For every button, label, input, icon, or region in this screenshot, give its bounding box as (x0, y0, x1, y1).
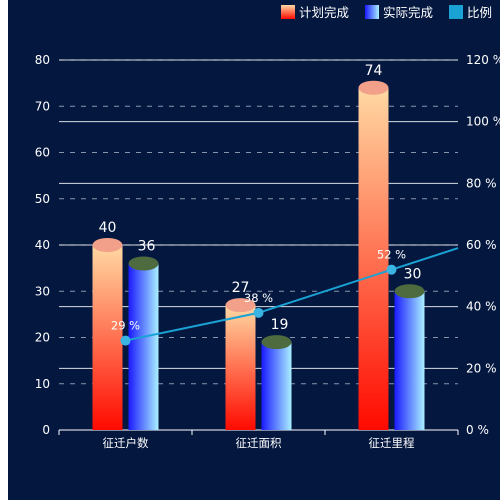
left-axis-tick-label: 20 (35, 331, 50, 345)
category-label: 征迁面积 (236, 436, 282, 450)
plan-value-label: 74 (365, 63, 383, 79)
right-axis-tick-label: 80 % (466, 176, 497, 190)
ratio-point (253, 307, 264, 318)
left-axis-tick-label: 40 (35, 238, 50, 252)
legend-label: 比例 (467, 5, 492, 20)
ratio-value-label: 29 % (111, 319, 140, 333)
ratio-line-layer (120, 247, 459, 346)
legend-label: 计划完成 (299, 5, 349, 20)
left-axis-tick-label: 60 (35, 146, 50, 160)
left-axis: 0 10 20 30 40 50 60 70 80 (35, 53, 50, 437)
legend-item-ratio[interactable]: 比例 (449, 5, 492, 20)
right-axis-tick-label: 100 % (466, 115, 500, 129)
legend-item-plan[interactable]: 计划完成 (281, 5, 349, 20)
legend-swatch (365, 5, 379, 19)
ratio-point (120, 335, 131, 346)
category-label: 征迁户数 (103, 436, 149, 450)
data-labels: 40 36 27 19 74 30 29 % 38 % 52 % (99, 63, 422, 333)
ratio-point (386, 264, 397, 275)
left-axis-tick-label: 0 (42, 423, 50, 437)
actual-bar (394, 291, 425, 430)
plan-bar (92, 245, 123, 430)
legend-swatch (281, 5, 295, 19)
ratio-value-label: 52 % (377, 248, 406, 262)
category-label: 征迁里程 (369, 436, 415, 450)
ratio-line (125, 247, 459, 342)
right-axis-tick-label: 0 % (466, 423, 489, 437)
plan-bar-cap (92, 238, 123, 252)
bars (92, 80, 425, 430)
left-axis-tick-label: 50 (35, 192, 50, 206)
right-axis-tick-label: 40 % (466, 300, 497, 314)
plan-bar-cap (225, 298, 256, 313)
legend[interactable]: 计划完成 实际完成 比例 (281, 5, 492, 20)
plan-bar (358, 87, 389, 430)
actual-bar (128, 263, 159, 430)
legend-swatch (449, 5, 463, 19)
actual-value-label: 30 (404, 266, 422, 282)
actual-value-label: 19 (271, 317, 289, 333)
legend-item-actual[interactable]: 实际完成 (365, 5, 433, 20)
left-axis-tick-label: 30 (35, 284, 50, 298)
plan-bar-cap (358, 80, 389, 95)
actual-value-label: 36 (138, 239, 156, 255)
grid-lines (59, 59, 458, 385)
right-axis: 0 % 20 % 40 % 60 % 80 % 100 % 120 % (466, 53, 500, 437)
left-axis-tick-label: 80 (35, 53, 50, 67)
left-axis-tick-label: 70 (35, 99, 50, 113)
legend-label: 实际完成 (383, 5, 433, 20)
plan-value-label: 27 (232, 280, 250, 296)
ratio-value-label: 38 % (244, 291, 273, 305)
plan-value-label: 40 (99, 220, 117, 236)
actual-bar-cap (261, 335, 292, 350)
right-axis-tick-label: 20 % (466, 361, 497, 375)
left-axis-tick-label: 10 (35, 377, 50, 391)
actual-bar-cap (128, 256, 159, 271)
right-axis-tick-label: 120 % (466, 53, 500, 67)
right-axis-tick-label: 60 % (466, 238, 497, 252)
actual-bar-cap (394, 284, 425, 299)
plan-bar (225, 305, 256, 430)
x-axis: 征迁户数 征迁面积 征迁里程 (58, 429, 459, 450)
actual-bar (261, 342, 292, 430)
